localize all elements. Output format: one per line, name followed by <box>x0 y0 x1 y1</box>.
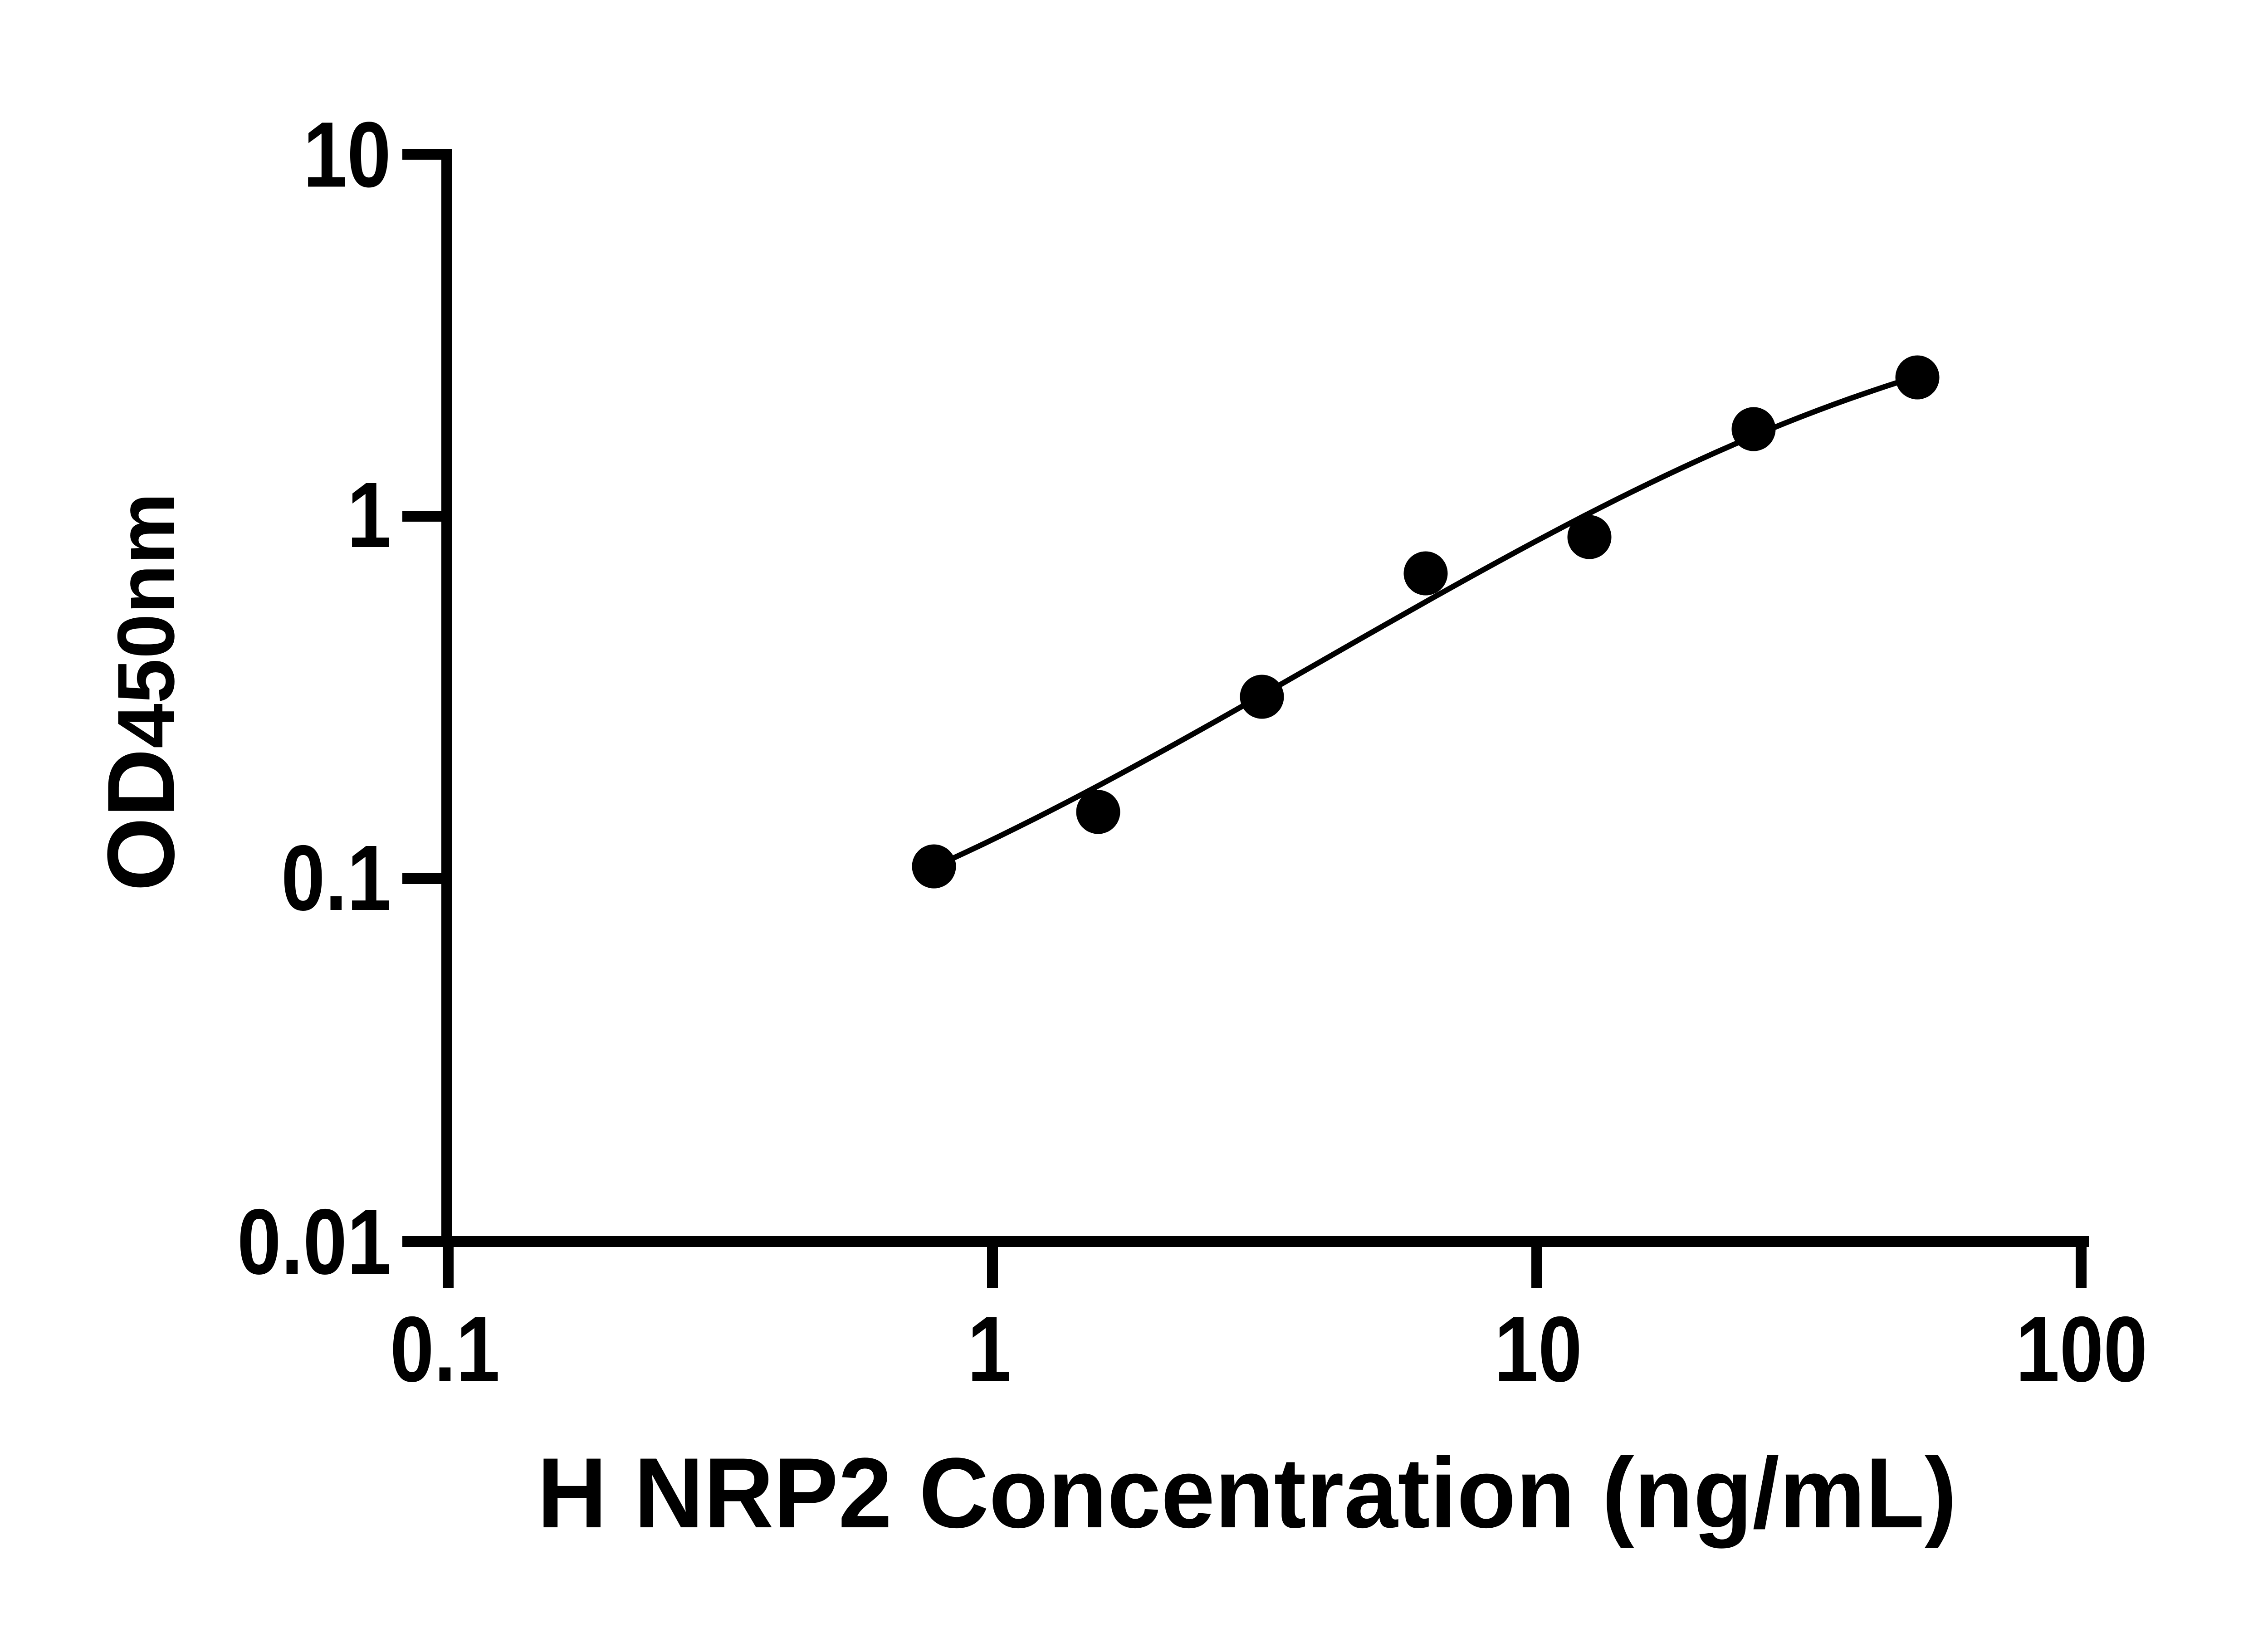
svg-text:0.01: 0.01 <box>237 1190 391 1294</box>
svg-text:10: 10 <box>1494 1298 1582 1401</box>
svg-text:100: 100 <box>2016 1298 2148 1401</box>
svg-text:0.1: 0.1 <box>390 1298 500 1401</box>
svg-text:H NRP2 Concentration (ng/mL): H NRP2 Concentration (ng/mL) <box>537 1437 1957 1549</box>
svg-text:0.1: 0.1 <box>281 826 391 930</box>
svg-text:1: 1 <box>968 1298 1012 1401</box>
svg-text:OD450nm: OD450nm <box>88 493 194 891</box>
svg-text:1: 1 <box>347 464 391 567</box>
svg-text:10: 10 <box>303 103 391 206</box>
